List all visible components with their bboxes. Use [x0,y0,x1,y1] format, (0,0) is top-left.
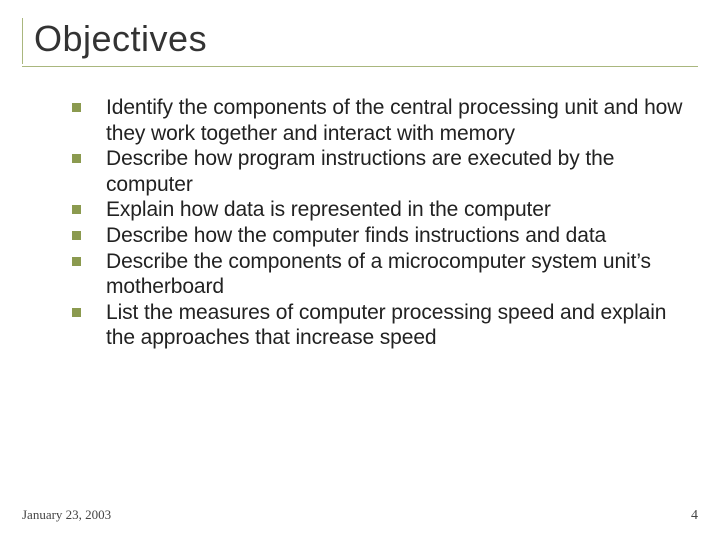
list-item: Explain how data is represented in the c… [72,197,688,223]
list-item: Describe how the computer finds instruct… [72,223,688,249]
footer: January 23, 2003 4 [22,507,698,524]
square-bullet-icon [72,257,81,266]
content-area: Identify the components of the central p… [22,95,698,351]
bullet-text: Describe how the computer finds instruct… [106,224,606,247]
bullet-text: Describe how program instructions are ex… [106,147,614,196]
list-item: Describe how program instructions are ex… [72,146,688,197]
square-bullet-icon [72,205,81,214]
bullet-text: Identify the components of the central p… [106,96,682,145]
list-item: Describe the components of a microcomput… [72,249,688,300]
page-number: 4 [691,508,698,524]
square-bullet-icon [72,308,81,317]
list-item: Identify the components of the central p… [72,95,688,146]
bullet-text: Describe the components of a microcomput… [106,250,651,299]
square-bullet-icon [72,103,81,112]
slide-title: Objectives [22,18,698,60]
title-vertical-rule [22,18,23,64]
bullet-list: Identify the components of the central p… [72,95,688,351]
list-item: List the measures of computer processing… [72,300,688,351]
bullet-text: List the measures of computer processing… [106,301,666,350]
footer-date: January 23, 2003 [22,507,111,523]
slide: Objectives Identify the components of th… [0,0,720,540]
bullet-text: Explain how data is represented in the c… [106,198,551,221]
title-area: Objectives [22,18,698,67]
square-bullet-icon [72,154,81,163]
square-bullet-icon [72,231,81,240]
